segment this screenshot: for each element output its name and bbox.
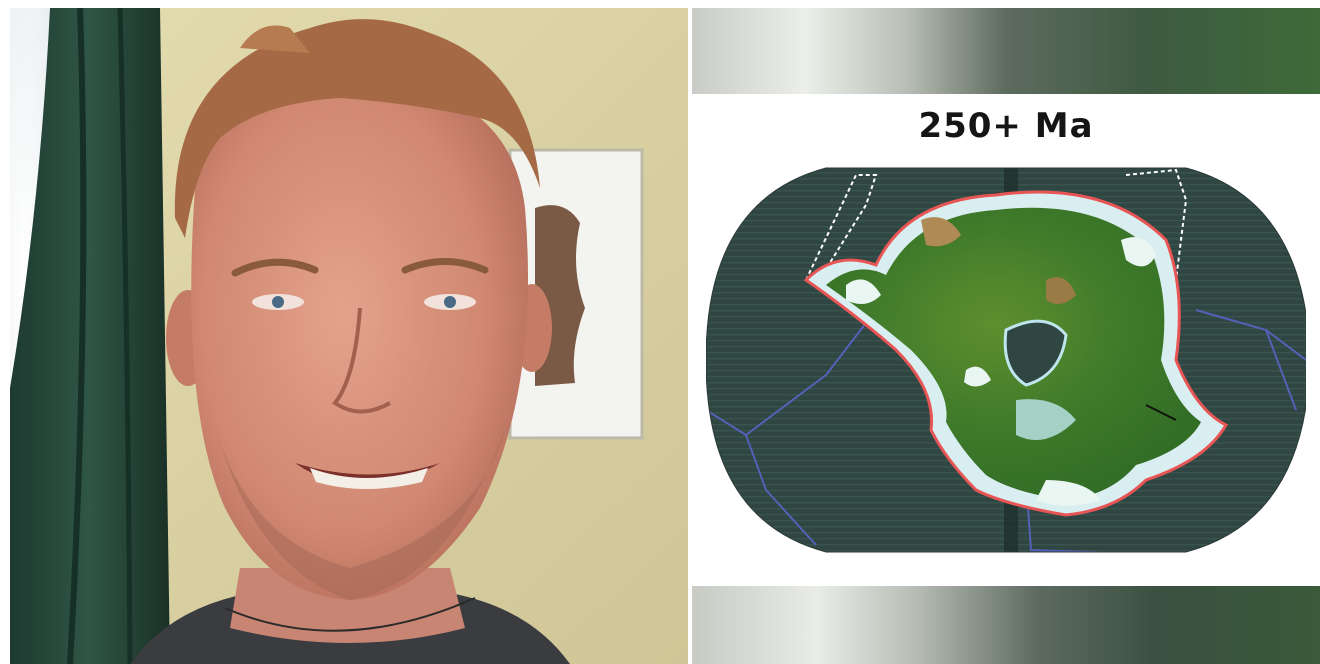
slide-title: 250+ Ma bbox=[918, 106, 1094, 146]
background-blur-top bbox=[692, 8, 1320, 94]
slide-panel: 250+ Ma bbox=[692, 8, 1320, 664]
background-blur-bottom bbox=[692, 586, 1320, 664]
portrait-illustration bbox=[10, 8, 688, 664]
paleogeographic-map bbox=[706, 167, 1306, 553]
portrait-photo bbox=[10, 8, 688, 664]
slide: 250+ Ma bbox=[692, 94, 1320, 586]
